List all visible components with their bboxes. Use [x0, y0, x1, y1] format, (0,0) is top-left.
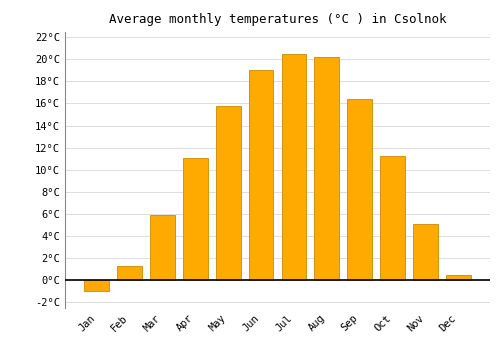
Bar — [348, 99, 372, 280]
Bar — [183, 158, 208, 280]
Title: Average monthly temperatures (°C ) in Csolnok: Average monthly temperatures (°C ) in Cs… — [109, 13, 446, 26]
Bar — [413, 224, 438, 280]
Bar — [216, 106, 240, 280]
Bar — [117, 266, 142, 280]
Bar — [84, 280, 109, 292]
Bar — [446, 275, 470, 280]
Bar — [150, 215, 174, 280]
Bar — [314, 57, 339, 280]
Bar — [282, 54, 306, 280]
Bar — [380, 156, 405, 280]
Bar — [248, 70, 274, 280]
